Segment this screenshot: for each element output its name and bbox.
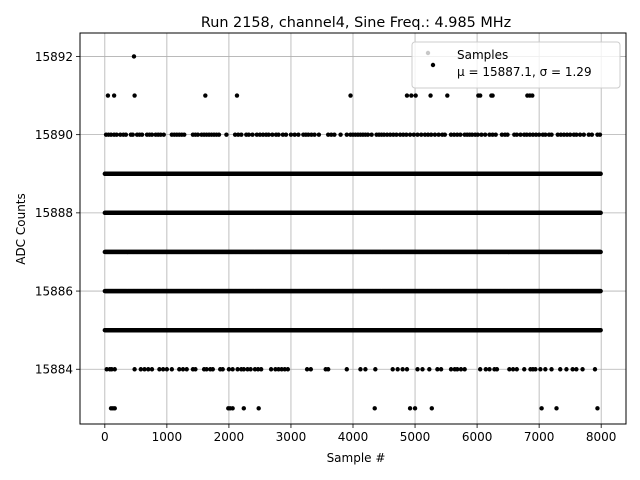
plot-area: 0 1000 2000 3000 4000 5000 6000 7000 8000 158841… [35, 32, 627, 444]
data-points [102, 54, 603, 411]
chart-title: Run 2158, channel4, Sine Freq.: 4.985 MH… [201, 15, 511, 31]
data-point [598, 288, 603, 294]
data-point [598, 210, 603, 216]
data-point [598, 327, 603, 333]
data-point [598, 249, 603, 255]
